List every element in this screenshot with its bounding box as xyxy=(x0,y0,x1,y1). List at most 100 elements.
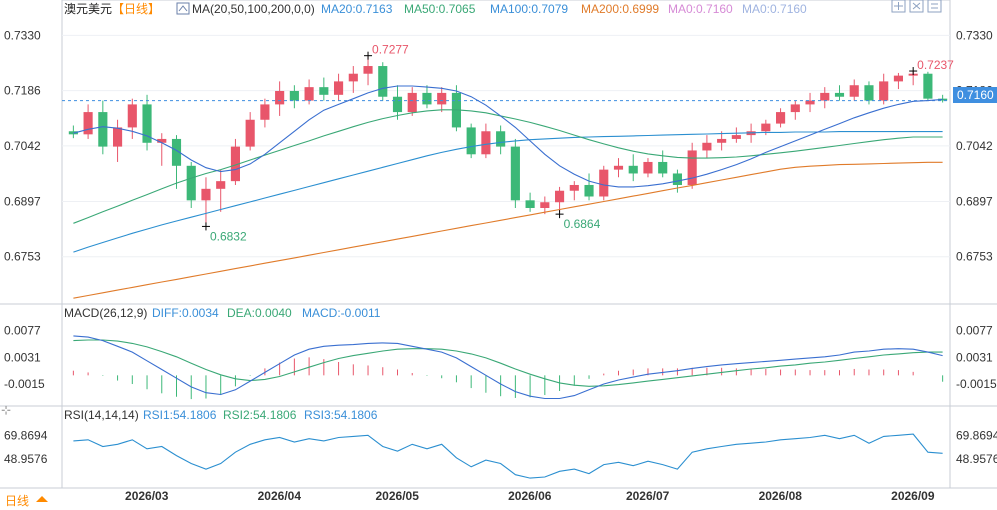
candle-body xyxy=(672,173,683,185)
period-label: 【日线】 xyxy=(112,2,160,16)
candle-body xyxy=(554,190,565,203)
candle-body xyxy=(112,127,123,147)
period-button-label: 日线 xyxy=(5,494,29,508)
candle-body xyxy=(923,73,933,99)
rsi-tick-right: 48.9576 xyxy=(956,452,997,466)
candle-body xyxy=(289,90,299,101)
macd-diff-line xyxy=(73,335,943,400)
candle-body xyxy=(245,119,255,147)
extreme-value-label: 0.6832 xyxy=(210,229,247,243)
ma0-value-a: MA0:0.7160 xyxy=(668,2,733,16)
candle-body xyxy=(392,96,403,113)
candle-body xyxy=(275,90,285,105)
candle-body xyxy=(702,142,712,151)
candle-body xyxy=(864,85,874,101)
candle-body xyxy=(319,87,329,95)
ma50-value: MA50:0.7065 xyxy=(404,2,476,16)
candle-body xyxy=(378,66,388,97)
candle-body xyxy=(496,131,506,147)
candle-body xyxy=(201,188,211,201)
macd-tick-left: 0.0077 xyxy=(4,324,41,338)
candle-body xyxy=(348,73,358,82)
grid xyxy=(0,0,997,489)
candle-body xyxy=(628,165,638,174)
crosshair-move-icon[interactable] xyxy=(891,0,906,13)
x-tick-label: 2026/09 xyxy=(891,489,935,503)
macd-params-label: MACD(26,12,9) xyxy=(64,306,147,320)
macd-tick-right: 0.0077 xyxy=(956,324,993,338)
price-tick-right: 0.6897 xyxy=(956,194,993,208)
macd-dea-value: DEA:0.0040 xyxy=(227,306,292,320)
ma0-value-b: MA0:0.7160 xyxy=(742,2,807,16)
zoom-fit-icon[interactable] xyxy=(909,0,924,13)
candle-body xyxy=(731,135,741,139)
candle-body xyxy=(333,81,344,95)
ma200-value: MA200:0.6999 xyxy=(581,2,659,16)
x-tick-label: 2026/05 xyxy=(376,489,420,503)
rsi-line xyxy=(73,433,943,479)
candle-body xyxy=(584,184,594,197)
candle-body xyxy=(98,112,108,147)
candle-body xyxy=(687,150,697,185)
candle-body xyxy=(186,165,196,201)
candle-body xyxy=(775,112,786,124)
extreme-value-label: 0.7237 xyxy=(917,58,954,72)
axis-labels: 0.73300.73300.71860.71860.70420.70420.68… xyxy=(4,28,997,503)
candle-body xyxy=(422,92,432,105)
price-tick-right: 0.7042 xyxy=(956,139,993,153)
candle-body xyxy=(849,85,859,97)
rsi2-value: RSI2:54.1806 xyxy=(223,408,297,422)
candle-body xyxy=(599,169,609,197)
rsi-tick-right: 69.8694 xyxy=(956,428,997,442)
candle-body xyxy=(481,131,491,155)
candle-body xyxy=(260,104,270,120)
candle-body xyxy=(466,127,476,155)
ma50-line xyxy=(73,109,943,224)
candle-body xyxy=(83,112,93,135)
candle-body xyxy=(893,75,904,82)
candle-body xyxy=(540,202,550,208)
ma100-line xyxy=(73,131,943,253)
candle-body xyxy=(805,100,815,105)
macd-dea-line xyxy=(73,339,943,387)
macd-tick-right: -0.0015 xyxy=(956,377,997,391)
triangle-up-icon xyxy=(36,496,48,502)
price-tick-left: 0.7042 xyxy=(4,139,41,153)
candle-body xyxy=(790,104,800,113)
candle-body xyxy=(761,123,771,132)
x-tick-label: 2026/06 xyxy=(508,489,552,503)
ma20-line xyxy=(73,85,943,188)
candle-body xyxy=(510,146,520,201)
candle-body xyxy=(525,200,535,208)
x-tick-label: 2026/03 xyxy=(125,489,169,503)
rsi-tick-left: 48.9576 xyxy=(4,452,48,466)
candle-body xyxy=(717,138,727,143)
candle-body xyxy=(820,92,830,101)
extreme-value-label: 0.6864 xyxy=(564,217,601,231)
candle-body xyxy=(216,181,226,189)
candle-body xyxy=(363,66,373,74)
candle-body xyxy=(142,104,152,143)
x-tick-label: 2026/08 xyxy=(759,489,803,503)
macd-tick-left: -0.0015 xyxy=(4,377,45,391)
candle-body xyxy=(437,92,447,105)
ma-params-label: MA(20,50,100,200,0,0) xyxy=(192,2,315,16)
pane-marker-icon: ⊹ xyxy=(1,403,11,417)
eye-icon[interactable] xyxy=(176,2,190,15)
candle-body xyxy=(643,161,653,174)
candle-body xyxy=(157,138,167,143)
settings-panel-icon[interactable] xyxy=(927,0,942,13)
extreme-value-label: 0.7277 xyxy=(372,43,409,57)
ma20-value: MA20:0.7163 xyxy=(321,2,393,16)
ma200-line xyxy=(73,161,943,299)
symbol-label: 澳元美元 xyxy=(64,2,112,16)
price-tick-left: 0.6753 xyxy=(4,250,41,264)
candle-body xyxy=(879,81,889,101)
candles xyxy=(62,55,950,227)
price-tick-right: 0.7330 xyxy=(956,28,993,42)
period-button[interactable]: 日线 xyxy=(5,494,48,508)
candle-body xyxy=(407,92,417,113)
macd-tick-right: 0.0031 xyxy=(956,350,993,364)
